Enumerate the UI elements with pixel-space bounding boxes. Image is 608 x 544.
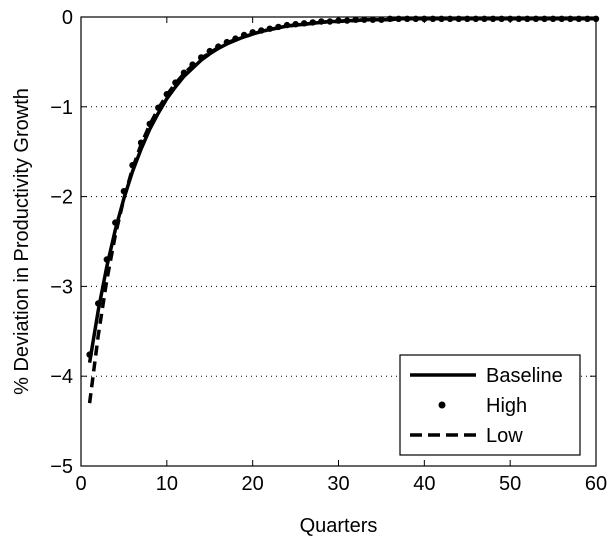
y-tick-label: −5 — [50, 456, 73, 478]
y-tick-label: −3 — [50, 276, 73, 298]
series-low — [87, 17, 596, 404]
legend-box — [399, 354, 581, 456]
data-point — [103, 256, 111, 263]
data-point — [249, 29, 256, 36]
legend-label: High — [486, 395, 527, 417]
x-tick-label: 40 — [413, 473, 435, 495]
x-tick-label: 30 — [327, 473, 349, 495]
y-tick-label: 0 — [62, 7, 73, 29]
legend-item: Baseline — [410, 365, 563, 387]
data-point — [361, 16, 368, 23]
x-axis-label: Quarters — [300, 515, 378, 537]
plot-frame — [80, 16, 597, 467]
legend-item: High — [438, 395, 527, 417]
data-point — [378, 16, 385, 23]
x-tick-label: 60 — [585, 473, 607, 495]
y-axis-label: % Deviation in Productivity Growth — [11, 88, 33, 395]
legend-label: Baseline — [486, 365, 563, 387]
y-tick-label: −2 — [50, 187, 73, 209]
y-axis-ticks: −5 −4 −3 −2 −1 0 — [50, 7, 596, 478]
data-point — [266, 25, 273, 32]
x-tick-label: 0 — [75, 473, 86, 495]
legend: Baseline High Low — [399, 354, 581, 456]
y-tick-label: −1 — [50, 97, 73, 119]
series-line — [87, 17, 596, 404]
data-point — [86, 351, 93, 358]
data-point — [95, 300, 102, 307]
data-point — [206, 47, 213, 55]
x-tick-label: 50 — [499, 473, 521, 495]
gridlines — [81, 106, 596, 377]
legend-label: Low — [486, 425, 523, 447]
legend-item: Low — [410, 425, 523, 447]
x-tick-label: 20 — [242, 473, 264, 495]
x-tick-label: 10 — [156, 473, 178, 495]
y-tick-label: −4 — [50, 366, 73, 388]
legend-swatch — [438, 401, 446, 409]
data-point — [180, 69, 188, 76]
